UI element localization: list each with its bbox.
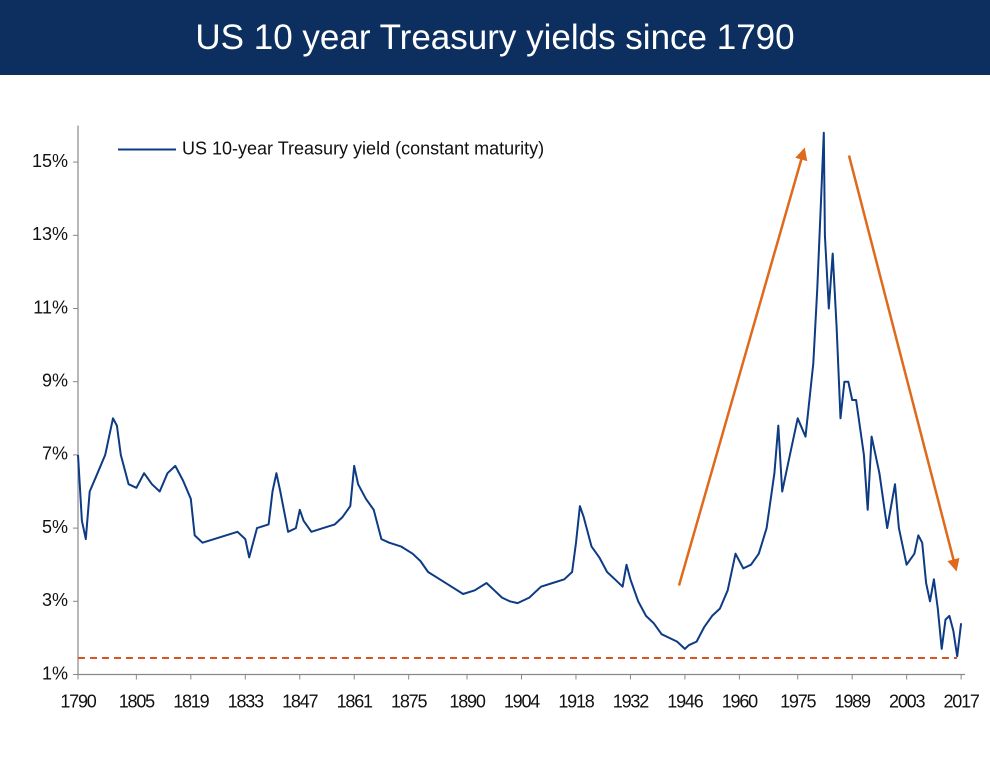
legend-label: US 10-year Treasury yield (constant matu… [182, 138, 544, 158]
y-tick-label: 5% [42, 517, 68, 537]
title-bar: US 10 year Treasury yields since 1790 [0, 0, 990, 75]
y-tick-label: 9% [42, 370, 68, 390]
chart-title: US 10 year Treasury yields since 1790 [195, 18, 795, 57]
x-tick-label: 1805 [119, 691, 155, 711]
chart: 1% 3% 5% 7% 9% 11% 13% 15% 1790 1805 1819 1833 1847 1… [32, 125, 981, 711]
x-tick-label: 1875 [391, 691, 427, 711]
y-tick-label: 13% [32, 224, 68, 244]
y-tick-label: 15% [32, 151, 68, 171]
page: US 10 year Treasury yields since 1790 1%… [0, 0, 990, 711]
series-line [77, 131, 963, 658]
x-tick-label: 1861 [337, 691, 373, 711]
x-tick-label: 1847 [282, 691, 318, 711]
y-tick-label: 11% [33, 297, 68, 317]
y-tick-label: 1% [42, 663, 68, 683]
x-tick-label: 1904 [504, 691, 540, 711]
x-tick-label: 2003 [889, 691, 925, 711]
x-tick-label: 1946 [667, 691, 703, 711]
x-tick-label: 1960 [722, 691, 758, 711]
x-tick-label: 1932 [613, 691, 649, 711]
x-tick-label: 1790 [60, 691, 96, 711]
x-tick-label: 1833 [228, 691, 264, 711]
y-tick-label: 7% [42, 444, 68, 464]
y-tick-label: 3% [42, 590, 68, 610]
rise-arrow [677, 147, 808, 586]
x-tick-label: 1890 [449, 691, 485, 711]
x-tick-label: 1918 [558, 691, 594, 711]
x-tick-label: 1975 [780, 691, 816, 711]
x-tick-label: 1989 [835, 691, 871, 711]
x-tick-label: 1819 [173, 691, 209, 711]
fall-arrow [847, 155, 960, 572]
x-tick-label: 2017 [943, 691, 979, 711]
